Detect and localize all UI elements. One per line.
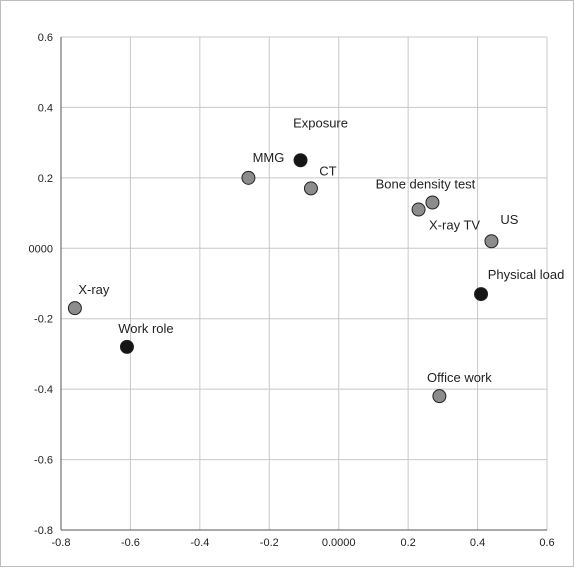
y-tick-label: 0000 (29, 243, 53, 255)
y-tick-label: 0.2 (38, 173, 53, 185)
tick-labels: -0.8 -0.6 -0.4 -0.2 0.0000 0.2 0.4 0.6 0.6 0.4 0.2… (29, 32, 555, 549)
label-bone-density-test: Bone density test (376, 177, 476, 192)
point-office-work (432, 389, 447, 404)
data-points (67, 153, 499, 404)
point-us (484, 234, 499, 249)
y-tick-label: -0.4 (34, 384, 53, 396)
label-exposure: Exposure (293, 115, 348, 130)
point-bone-density-test (425, 195, 440, 210)
point-mmg (241, 170, 256, 185)
x-tick-label: -0.4 (190, 537, 209, 549)
y-tick-label: -0.8 (34, 525, 53, 537)
label-x-ray-tv: X-ray TV (429, 218, 480, 233)
point-labels: Exposure Physical load Work role MMG CT Bone … (78, 115, 564, 385)
y-tick-label: -0.2 (34, 314, 53, 326)
label-mmg: MMG (253, 150, 285, 165)
x-tick-label: 0.6 (539, 537, 554, 549)
point-physical-load (474, 287, 489, 302)
point-ct (303, 181, 318, 196)
x-tick-label: -0.6 (121, 537, 140, 549)
point-work-role (119, 339, 134, 354)
label-office-work: Office work (427, 370, 492, 385)
label-ct: CT (319, 163, 336, 178)
label-physical-load: Physical load (488, 267, 565, 282)
axes (60, 37, 547, 531)
x-tick-label: 0.4 (470, 537, 485, 549)
label-x-ray: X-ray (78, 282, 110, 297)
x-tick-label: -0.2 (260, 537, 279, 549)
y-tick-label: 0.4 (38, 102, 53, 114)
point-x-ray (67, 301, 82, 316)
x-tick-label: 0.2 (400, 537, 415, 549)
x-tick-label: -0.8 (52, 537, 71, 549)
label-work-role: Work role (118, 321, 173, 336)
y-tick-label: -0.6 (34, 455, 53, 467)
y-tick-label: 0.6 (38, 32, 53, 44)
grid-lines (60, 36, 548, 531)
x-tick-label: 0.0000 (322, 537, 356, 549)
label-us: US (500, 212, 518, 227)
point-exposure (293, 153, 308, 168)
point-x-ray-tv (411, 202, 426, 217)
